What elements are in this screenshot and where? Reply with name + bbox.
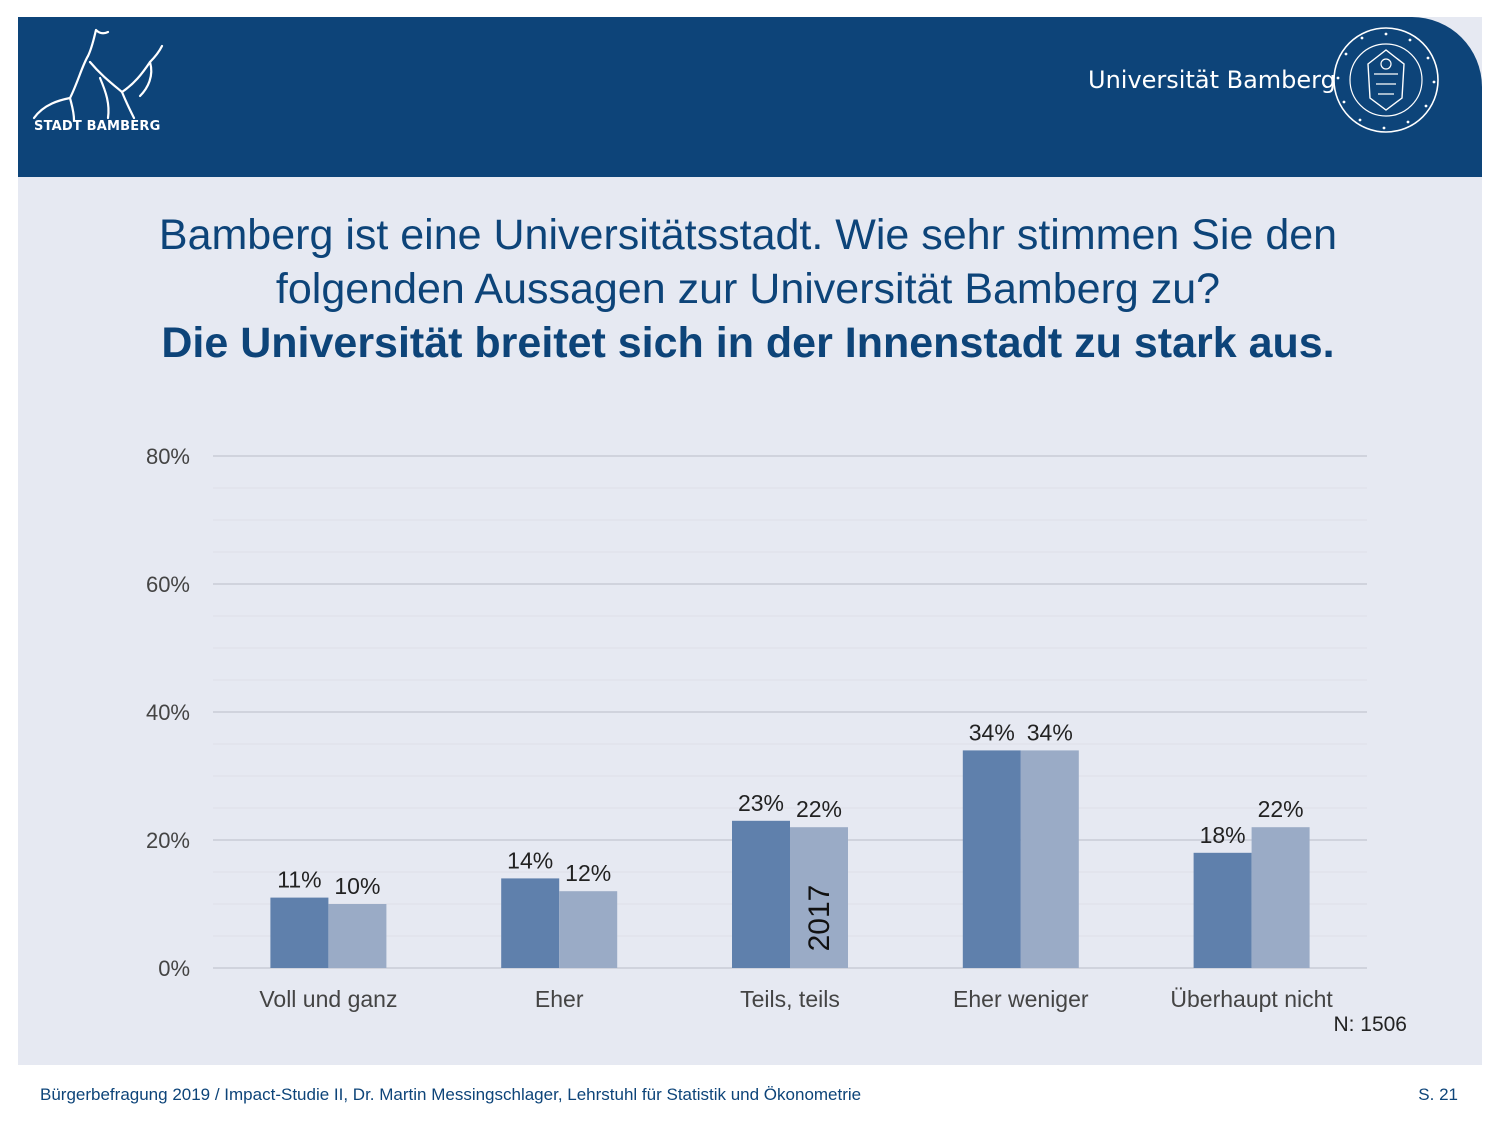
bar [270, 897, 329, 968]
x-category-label: Eher weniger [953, 986, 1089, 1012]
x-category-label: Voll und ganz [259, 986, 397, 1012]
statement-text: Die Universität breitet sich in der Inne… [161, 319, 1335, 367]
x-category-label: Eher [535, 986, 584, 1012]
y-tick-label: 40% [146, 700, 190, 725]
data-label: 12% [565, 860, 611, 886]
y-tick-label: 60% [146, 572, 190, 597]
question-text: Bamberg ist eine Universitätsstadt. Wie … [158, 211, 1338, 313]
bar [1251, 827, 1310, 968]
data-label: 22% [1258, 796, 1304, 822]
sample-size-note: N: 1506 [1333, 1013, 1407, 1036]
data-label: 11% [277, 867, 321, 893]
data-label: 18% [1200, 822, 1246, 848]
slide-title: Bamberg ist eine Universitätsstadt. Wie … [140, 208, 1356, 370]
bar [501, 878, 560, 968]
x-category-label: Teils, teils [740, 986, 840, 1012]
y-tick-label: 80% [146, 444, 190, 469]
x-category-label: Überhaupt nicht [1170, 986, 1333, 1012]
bar [962, 750, 1021, 968]
data-label: 23% [738, 790, 784, 816]
page-number: S. 21 [1418, 1085, 1458, 1104]
bar [790, 827, 848, 968]
footer-source: Bürgerbefragung 2019 / Impact-Studie II,… [40, 1085, 862, 1104]
data-label: 34% [969, 719, 1015, 745]
y-tick-label: 20% [146, 828, 190, 853]
bar [328, 904, 387, 968]
data-label: 22% [796, 796, 842, 822]
data-label: 34% [1027, 719, 1073, 745]
y-tick-label: 0% [158, 956, 190, 981]
bar [559, 891, 618, 968]
data-label: 10% [334, 873, 380, 899]
stadt-bamberg-label: STADT BAMBERG [34, 119, 161, 134]
bar [732, 820, 790, 968]
stadt-bamberg-logo [32, 28, 164, 122]
university-name: Universität Bamberg [1088, 66, 1336, 94]
series-label-2017: 2017 [803, 885, 836, 952]
bar [1020, 750, 1079, 968]
bar [1193, 852, 1252, 968]
university-seal [1333, 27, 1439, 133]
data-label: 14% [507, 847, 553, 873]
header-bar [18, 17, 1482, 177]
